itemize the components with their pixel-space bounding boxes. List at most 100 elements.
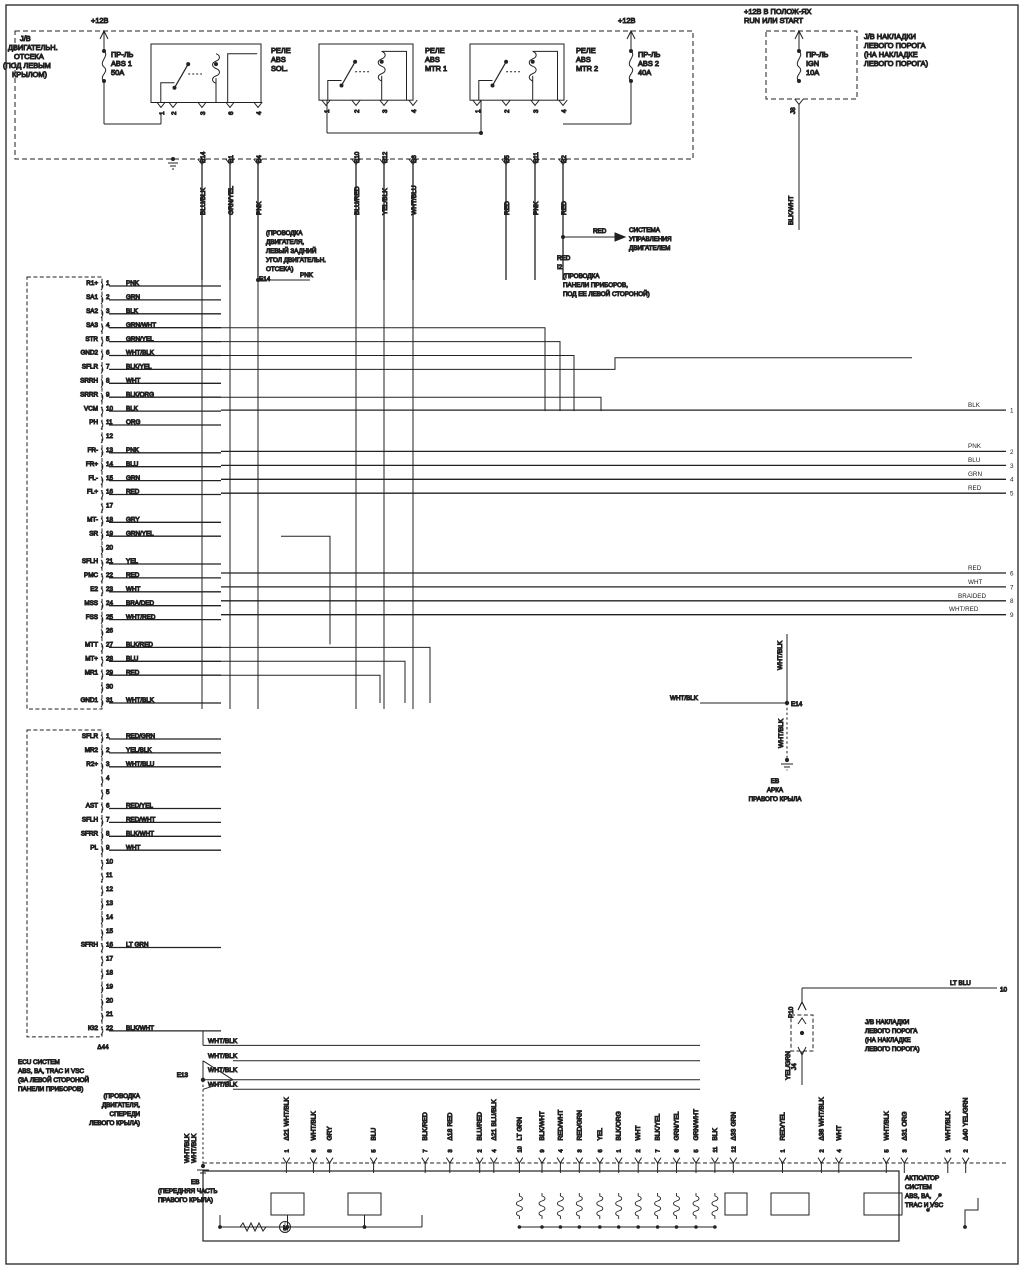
svg-text:ПРАВОГО КРЫЛА: ПРАВОГО КРЫЛА bbox=[749, 796, 803, 803]
svg-text:GRN: GRN bbox=[730, 1112, 737, 1127]
svg-text:3: 3 bbox=[577, 1149, 583, 1152]
svg-text:ЛЕВЫЙ ЗАДНИЙ: ЛЕВЫЙ ЗАДНИЙ bbox=[266, 246, 317, 255]
svg-text:ПАНЕЛИ ПРИБОРОВ): ПАНЕЛИ ПРИБОРОВ) bbox=[18, 1086, 83, 1093]
svg-text:15: 15 bbox=[106, 928, 114, 935]
svg-text:2: 2 bbox=[171, 111, 178, 115]
svg-text:B14: B14 bbox=[200, 151, 207, 163]
svg-text:ЛЕВОГО КРЫЛА): ЛЕВОГО КРЫЛА) bbox=[89, 1120, 140, 1127]
svg-text:40A: 40A bbox=[638, 68, 651, 77]
svg-text:J/B: J/B bbox=[20, 34, 31, 43]
svg-text:WHT/BLK: WHT/BLK bbox=[191, 1133, 198, 1163]
svg-text:(НА НАКЛАДКЕ: (НА НАКЛАДКЕ bbox=[865, 1037, 911, 1044]
svg-text:GRN/WHT: GRN/WHT bbox=[693, 1109, 700, 1141]
svg-text:J/B НАКЛАДКИ: J/B НАКЛАДКИ bbox=[865, 1019, 910, 1026]
svg-text:WHT/BLK: WHT/BLK bbox=[208, 1082, 238, 1089]
svg-text:10: 10 bbox=[106, 858, 114, 865]
svg-text:YEL/GRN: YEL/GRN bbox=[785, 1051, 792, 1080]
svg-text:СПЕРЕДИ: СПЕРЕДИ bbox=[110, 1111, 141, 1118]
svg-text:11: 11 bbox=[713, 1147, 719, 1153]
svg-text:3: 3 bbox=[200, 111, 207, 115]
svg-text:5: 5 bbox=[1010, 491, 1014, 498]
svg-text:9: 9 bbox=[540, 1149, 546, 1152]
svg-text:5: 5 bbox=[884, 1149, 890, 1152]
svg-text:4: 4 bbox=[1010, 477, 1014, 484]
svg-text:YEL/BLK: YEL/BLK bbox=[382, 188, 389, 215]
svg-text:RUN ИЛИ START: RUN ИЛИ START bbox=[744, 16, 804, 25]
svg-text:B1: B1 bbox=[228, 155, 235, 163]
svg-text:FL-: FL- bbox=[89, 475, 98, 482]
svg-text:(ПРОВОДКА: (ПРОВОДКА bbox=[563, 273, 600, 280]
svg-text:M: M bbox=[283, 1226, 288, 1232]
svg-text:R1+: R1+ bbox=[86, 280, 98, 287]
svg-text:WHT/RED: WHT/RED bbox=[949, 606, 979, 613]
svg-text:LT BLU: LT BLU bbox=[950, 980, 971, 987]
svg-text:BLK/RED: BLK/RED bbox=[422, 1112, 429, 1140]
svg-text:RED/YEL: RED/YEL bbox=[780, 1112, 787, 1141]
svg-text:MTR 2: MTR 2 bbox=[576, 64, 598, 73]
svg-text:SFRR: SFRR bbox=[81, 831, 99, 838]
svg-text:4: 4 bbox=[561, 109, 568, 113]
svg-text:ЛЕВОГО ПОРОГА): ЛЕВОГО ПОРОГА) bbox=[865, 1046, 920, 1053]
svg-text:1: 1 bbox=[617, 1149, 623, 1152]
svg-text:WHT: WHT bbox=[635, 1125, 642, 1140]
svg-text:BLU/BLK: BLU/BLK bbox=[491, 1099, 498, 1127]
svg-text:ПАНЕЛИ ПРИБОРОВ,: ПАНЕЛИ ПРИБОРОВ, bbox=[563, 282, 628, 289]
svg-text:RED: RED bbox=[968, 485, 982, 492]
svg-text:RED: RED bbox=[504, 201, 511, 215]
svg-text:8: 8 bbox=[1010, 598, 1014, 605]
svg-text:10: 10 bbox=[1000, 987, 1008, 994]
svg-text:PMC: PMC bbox=[84, 572, 98, 579]
svg-text:B6: B6 bbox=[411, 155, 418, 163]
svg-text:GRN/YEL: GRN/YEL bbox=[674, 1111, 681, 1140]
svg-text:LT GRN: LT GRN bbox=[516, 1117, 523, 1141]
svg-text:WHT/BLK: WHT/BLK bbox=[818, 1097, 825, 1127]
svg-text:ПОД ЕЕ ЛЕВОЙ СТОРОНОЙ): ПОД ЕЕ ЛЕВОЙ СТОРОНОЙ) bbox=[563, 289, 650, 298]
svg-text:6: 6 bbox=[675, 1149, 681, 1152]
svg-text:12: 12 bbox=[731, 1146, 737, 1152]
svg-text:WHT: WHT bbox=[968, 579, 982, 586]
svg-text:СИСТЕМ: СИСТЕМ bbox=[905, 1184, 932, 1191]
svg-text:18: 18 bbox=[106, 970, 114, 977]
svg-text:РЕЛЕ: РЕЛЕ bbox=[425, 46, 445, 55]
svg-text:IG2: IG2 bbox=[88, 1025, 99, 1032]
svg-text:Δ44: Δ44 bbox=[97, 1044, 109, 1051]
svg-text:4: 4 bbox=[837, 1149, 843, 1152]
svg-text:ДВИГАТЕЛЕМ: ДВИГАТЕЛЕМ bbox=[629, 245, 670, 252]
svg-text:+12В В ПОЛОЖ-ЯХ: +12В В ПОЛОЖ-ЯХ bbox=[744, 7, 812, 16]
svg-text:SA2: SA2 bbox=[86, 308, 98, 315]
svg-text:6: 6 bbox=[311, 1149, 317, 1152]
svg-text:ПР-ЛЬ: ПР-ЛЬ bbox=[111, 50, 134, 59]
svg-text:ПР-ЛЬ: ПР-ЛЬ bbox=[638, 50, 661, 59]
svg-text:SFLH: SFLH bbox=[82, 558, 99, 565]
svg-text:BLU: BLU bbox=[968, 457, 981, 464]
svg-text:6: 6 bbox=[228, 111, 235, 115]
svg-text:J/B НАКЛАДКИ: J/B НАКЛАДКИ bbox=[864, 32, 916, 41]
svg-text:19: 19 bbox=[106, 983, 114, 990]
svg-text:(ПРОВОДКА: (ПРОВОДКА bbox=[266, 230, 303, 237]
svg-text:(ПОД ЛЕВЫМ: (ПОД ЛЕВЫМ bbox=[3, 61, 51, 70]
svg-text:9: 9 bbox=[1010, 612, 1014, 619]
svg-text:B2: B2 bbox=[561, 155, 568, 163]
svg-text:2: 2 bbox=[636, 1149, 642, 1152]
svg-text:RED/GRN: RED/GRN bbox=[576, 1110, 583, 1141]
svg-text:5: 5 bbox=[106, 789, 110, 796]
svg-text:5: 5 bbox=[694, 1149, 700, 1152]
svg-text:WHT/BLK: WHT/BLK bbox=[670, 695, 699, 702]
svg-text:WHT/BLK: WHT/BLK bbox=[208, 1053, 238, 1060]
svg-text:WHT/BLK: WHT/BLK bbox=[310, 1111, 317, 1141]
svg-text:SA1: SA1 bbox=[86, 294, 98, 301]
svg-text:1: 1 bbox=[284, 1149, 290, 1152]
svg-text:WHT/BLK: WHT/BLK bbox=[283, 1097, 290, 1127]
svg-text:BLK: BLK bbox=[712, 1127, 719, 1140]
svg-text:TRAC И VSC: TRAC И VSC bbox=[905, 1202, 944, 1209]
svg-text:АКТЮАТОР: АКТЮАТОР bbox=[905, 1175, 939, 1182]
svg-text:(ЗА ЛЕВОЙ СТОРОНОЙ: (ЗА ЛЕВОЙ СТОРОНОЙ bbox=[18, 1075, 90, 1084]
svg-text:1: 1 bbox=[324, 109, 331, 113]
svg-text:MT-: MT- bbox=[87, 517, 98, 524]
svg-text:PNK: PNK bbox=[533, 201, 540, 215]
svg-text:ДВИГАТЕЛЯ,: ДВИГАТЕЛЯ, bbox=[102, 1102, 140, 1109]
svg-text:MTR 1: MTR 1 bbox=[425, 64, 447, 73]
svg-text:ДВИГАТЕЛЬН.: ДВИГАТЕЛЬН. bbox=[8, 43, 58, 52]
svg-text:BLK/WHT: BLK/WHT bbox=[788, 196, 795, 225]
svg-text:4: 4 bbox=[558, 1149, 564, 1152]
